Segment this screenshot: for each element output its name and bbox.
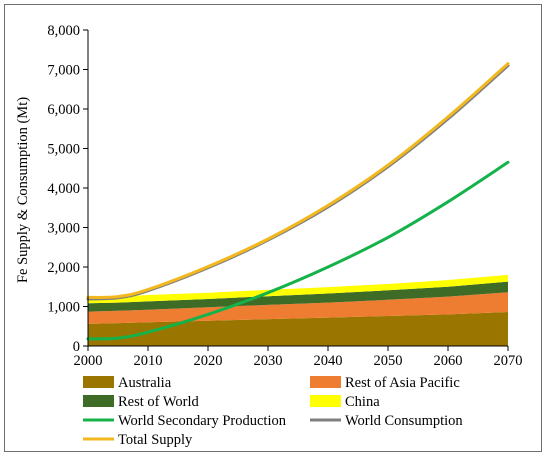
legend: Australia Rest of Asia Pacific Rest of Wor… [83, 375, 463, 448]
legend-swatch-rest-of-asia-pacific [310, 376, 341, 388]
y-tick-label: 6,000 [47, 102, 80, 118]
y-tick-label: 1,000 [47, 300, 80, 316]
legend-swatch-china [310, 395, 341, 407]
legend-label-world-consumption: World Consumption [345, 413, 463, 429]
legend-label-rest-of-asia-pacific: Rest of Asia Pacific [345, 375, 460, 391]
legend-label-total-supply: Total Supply [118, 432, 193, 448]
x-tick-label: 2000 [74, 353, 103, 369]
chart-frame: 0 1,000 2,000 3,000 4,000 5,000 6,000 7,000 8,00… [4, 4, 542, 452]
y-tick-label: 4,000 [47, 181, 80, 197]
area-rest-of-world [88, 281, 508, 312]
y-axis-label: Fe Supply & Consumption (Mt) [15, 97, 31, 283]
x-tick-label: 2050 [374, 353, 403, 369]
x-tick-label: 2070 [494, 353, 523, 369]
y-tick-label: 8,000 [47, 23, 80, 39]
line-world-consumption [86, 64, 510, 301]
y-tick-label: 0 [73, 339, 80, 355]
legend-label-china: China [345, 394, 380, 410]
y-tick-label: 3,000 [47, 221, 80, 237]
y-tick-label: 2,000 [47, 260, 80, 276]
x-tick-label: 2030 [254, 353, 283, 369]
legend-label-australia: Australia [118, 375, 172, 391]
x-tick-label: 2020 [194, 353, 223, 369]
area-rest-of-asia-pacific [88, 292, 508, 324]
axes: 0 1,000 2,000 3,000 4,000 5,000 6,000 7,000 8,00… [47, 23, 522, 369]
iron-supply-consumption-chart: 0 1,000 2,000 3,000 4,000 5,000 6,000 7,000 8,00… [15, 23, 523, 448]
x-tick-label: 2060 [434, 353, 463, 369]
y-tick-label: 5,000 [47, 142, 80, 158]
x-tick-label: 2040 [314, 353, 343, 369]
series-lines [86, 62, 510, 341]
area-china [88, 274, 508, 304]
x-tick-label: 2010 [134, 353, 163, 369]
legend-swatch-rest-of-world [83, 395, 114, 407]
legend-label-world-secondary-production: World Secondary Production [118, 413, 287, 429]
line-total-supply [86, 62, 510, 299]
area-australia [88, 312, 508, 346]
legend-label-rest-of-world: Rest of World [118, 394, 199, 410]
y-tick-label: 7,000 [47, 63, 80, 79]
line-world-secondary-production [86, 160, 510, 341]
stacked-areas [88, 274, 508, 346]
legend-swatch-australia [83, 376, 114, 388]
